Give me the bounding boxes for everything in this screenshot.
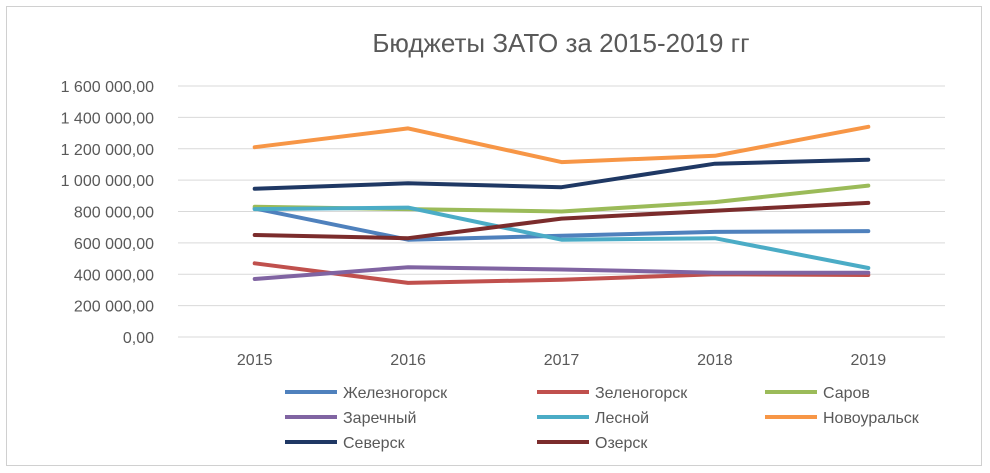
y-tick-label: 0,00 (123, 330, 154, 347)
legend-label: Озерск (595, 435, 648, 452)
x-tick-label: 2019 (851, 352, 887, 369)
series-line-6 (252, 157, 871, 191)
gridlines (178, 85, 945, 338)
y-tick-label: 1 600 000,00 (61, 79, 155, 96)
y-tick-label: 800 000,00 (74, 205, 154, 222)
x-tick-label: 2015 (237, 352, 273, 369)
y-tick-label: 200 000,00 (74, 299, 154, 316)
y-tick-label: 1 000 000,00 (61, 173, 155, 190)
legend-label: Железногорск (343, 385, 448, 402)
legend: Железногорск Зеленогорск Саров Заречный Лесн… (285, 385, 920, 452)
legend-label: Новоуральск (823, 410, 920, 427)
legend-label: Зеленогорск (595, 385, 688, 402)
x-tick-label: 2018 (697, 352, 733, 369)
series-line-4 (252, 205, 871, 270)
series-line-3 (252, 265, 871, 281)
x-tick-label: 2016 (390, 352, 426, 369)
chart-title: Бюджеты ЗАТО за 2015-2019 гг (372, 28, 749, 58)
legend-label: Северск (343, 435, 406, 452)
legend-label: Лесной (595, 410, 649, 427)
series-line-5 (252, 124, 871, 165)
legend-label: Саров (823, 385, 870, 402)
x-tick-label: 2017 (544, 352, 580, 369)
series-lines (252, 124, 871, 285)
legend-label: Заречный (343, 410, 416, 427)
x-axis-ticks: 2015 2016 2017 2018 2019 (237, 352, 886, 369)
series-line-0 (252, 206, 871, 242)
y-tick-label: 400 000,00 (74, 267, 154, 284)
y-tick-label: 1 200 000,00 (61, 142, 155, 159)
series-line-7 (252, 200, 871, 241)
y-tick-label: 600 000,00 (74, 236, 154, 253)
y-axis-ticks: 0,00 200 000,00 400 000,00 600 000,00 800 00… (61, 79, 155, 347)
y-tick-label: 1 400 000,00 (61, 110, 155, 127)
